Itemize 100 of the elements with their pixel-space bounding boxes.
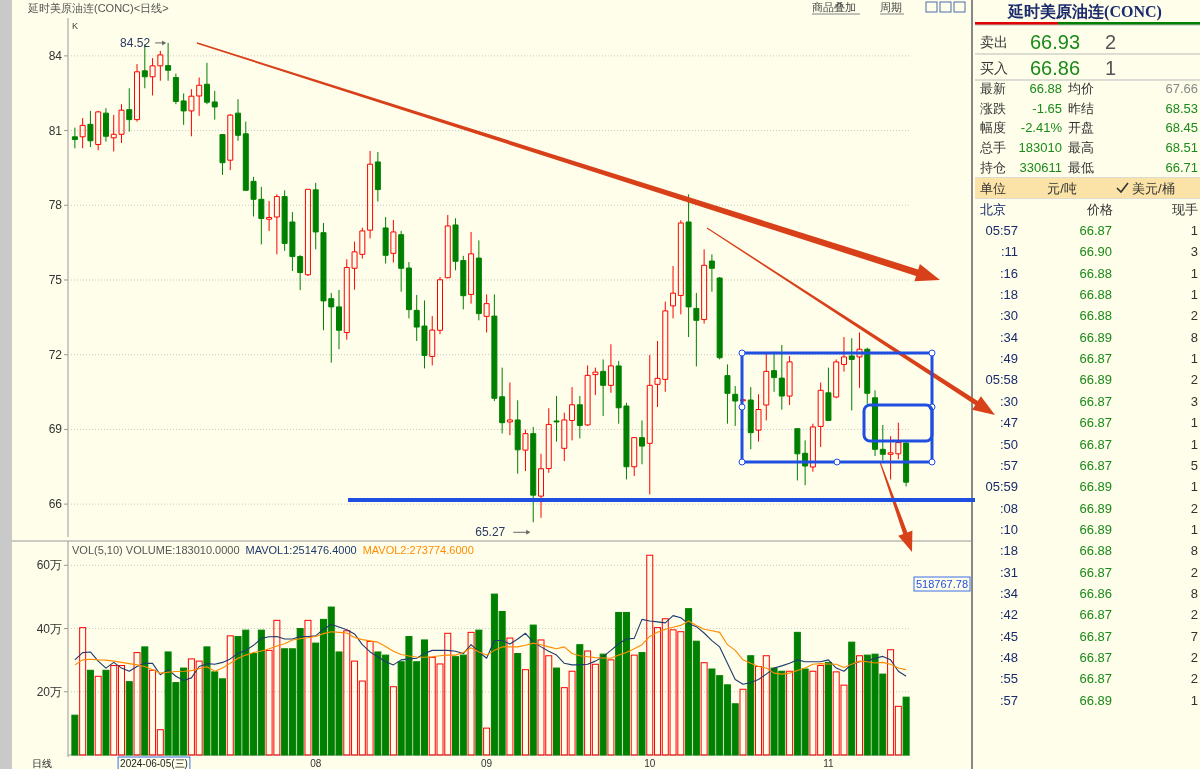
annotation: K	[72, 21, 79, 31]
bar	[125, 681, 133, 756]
y-tick-label: 66	[48, 497, 63, 512]
text: :16	[999, 265, 1018, 281]
candlestick	[600, 358, 607, 417]
text: 涨跌	[980, 100, 1006, 116]
candlestick	[545, 407, 552, 474]
y-tick-label: 69	[48, 422, 63, 437]
bar	[475, 629, 483, 756]
text: -2.41%	[1020, 120, 1063, 136]
candlestick	[235, 98, 242, 142]
text: 2	[1105, 31, 1117, 53]
candlestick	[367, 150, 374, 239]
text: 单位	[980, 181, 1006, 196]
bar	[483, 727, 491, 756]
text: 1	[1190, 521, 1198, 537]
text: :34	[999, 585, 1018, 601]
text: 北京	[980, 202, 1006, 217]
text: :57	[999, 457, 1018, 473]
candlestick	[716, 276, 723, 360]
text: 延时美原油连(CONC)	[1007, 2, 1162, 21]
text: 买入	[980, 60, 1008, 76]
bar	[824, 661, 832, 756]
bar	[553, 667, 561, 756]
text: 最高	[1068, 140, 1094, 156]
candlestick	[778, 344, 785, 411]
chart-title: VOL(5,10) VOLUME:183010.0000	[72, 544, 240, 556]
text: :50	[999, 436, 1018, 452]
candlestick	[468, 231, 475, 305]
bar	[739, 688, 747, 756]
text: 美元/桶	[1132, 181, 1175, 196]
x-tick-label: 10	[644, 758, 656, 769]
text: 66.87	[1079, 436, 1112, 452]
text: 66.87	[1079, 415, 1112, 431]
text: 2	[1190, 500, 1198, 516]
candlestick	[864, 347, 871, 405]
text: MAVOL1:251476.4000	[245, 544, 357, 556]
text: 66.87	[1079, 457, 1112, 473]
bar	[576, 644, 584, 756]
text: -1.65	[1032, 100, 1062, 116]
bar	[467, 631, 475, 756]
text: 1	[1190, 415, 1198, 431]
text: 2	[1190, 308, 1198, 324]
text: :47	[999, 415, 1018, 431]
text: 66.87	[1079, 351, 1112, 367]
candlestick	[872, 389, 879, 457]
y-tick-label: 60万	[36, 558, 62, 573]
bar	[607, 659, 615, 756]
text: 2	[1190, 607, 1198, 623]
text: 昨结	[1068, 100, 1094, 116]
text: 66.89	[1079, 500, 1112, 516]
text: 8	[1190, 585, 1198, 601]
candlestick	[87, 110, 94, 148]
candlestick	[809, 423, 816, 473]
text: 价格	[1086, 202, 1113, 217]
candlestick	[336, 289, 343, 350]
candlestick	[592, 367, 599, 396]
text: 2	[1190, 671, 1198, 687]
candlestick	[561, 412, 568, 462]
text: 68.45	[1165, 120, 1198, 136]
candlestick	[825, 367, 832, 422]
bar	[848, 641, 856, 756]
text: :18	[999, 287, 1018, 303]
text: :57	[999, 692, 1018, 708]
bar	[102, 669, 110, 756]
candlestick	[71, 127, 78, 149]
text: 开盘	[1068, 120, 1094, 136]
text: 68.51	[1165, 140, 1198, 156]
text: :08	[999, 500, 1018, 516]
candlestick	[607, 343, 614, 394]
bar	[141, 646, 149, 756]
candlestick	[219, 134, 226, 176]
candlestick	[903, 441, 910, 487]
bar	[79, 627, 87, 756]
text: 66.89	[1079, 329, 1112, 345]
candlestick	[553, 395, 560, 443]
x-tick-label: 08	[310, 758, 322, 769]
candlestick	[102, 107, 109, 143]
text: 66.88	[1079, 287, 1112, 303]
candlestick	[95, 110, 102, 151]
annotation: 84.52	[120, 35, 151, 50]
candlestick	[576, 395, 583, 439]
candlestick	[732, 385, 739, 427]
text: 66.90	[1079, 244, 1112, 260]
candlestick	[211, 90, 218, 121]
candlestick	[444, 214, 451, 279]
y-tick-label: 20万	[36, 684, 62, 699]
bar	[133, 652, 141, 756]
text: :55	[999, 671, 1018, 687]
candlestick	[273, 193, 280, 255]
candlestick	[763, 352, 770, 421]
text: :42	[999, 607, 1018, 623]
candlestick	[848, 337, 855, 411]
text: 1	[1105, 57, 1117, 79]
text: :11	[1000, 244, 1018, 260]
text: 均价	[1067, 81, 1094, 96]
candlestick	[677, 219, 684, 315]
bar	[226, 635, 234, 756]
y-tick-label: 75	[48, 272, 63, 287]
bar	[389, 686, 397, 756]
